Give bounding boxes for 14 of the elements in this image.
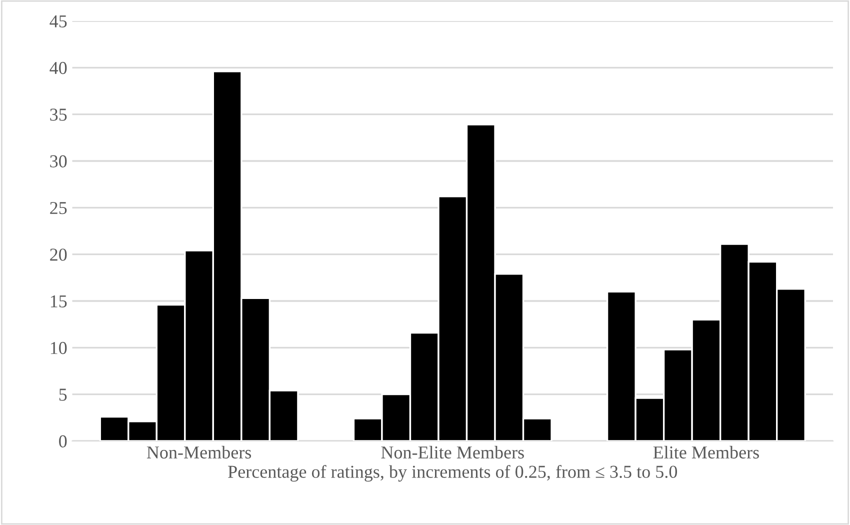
y-tick-label: 40 xyxy=(50,62,67,74)
x-tick-label: Non-Members xyxy=(146,446,252,459)
y-tick-label: 45 xyxy=(50,15,67,28)
y-tick-label: 35 xyxy=(50,108,67,121)
x-tick-label: Non-Elite Members xyxy=(381,446,524,459)
y-tick-label: 5 xyxy=(59,388,67,401)
x-axis-title: Percentage of ratings, by increments of 0.25, from ≤ 3.5 to 5.0 xyxy=(228,465,678,482)
y-tick-label: 25 xyxy=(50,202,67,214)
y-tick-label: 30 xyxy=(50,155,67,168)
y-tick-label: 0 xyxy=(59,435,67,448)
y-tick-label: 10 xyxy=(50,342,67,354)
x-tick-label: Elite Members xyxy=(653,446,759,459)
y-tick-label: 20 xyxy=(50,248,67,261)
y-tick-label: 15 xyxy=(50,295,67,308)
